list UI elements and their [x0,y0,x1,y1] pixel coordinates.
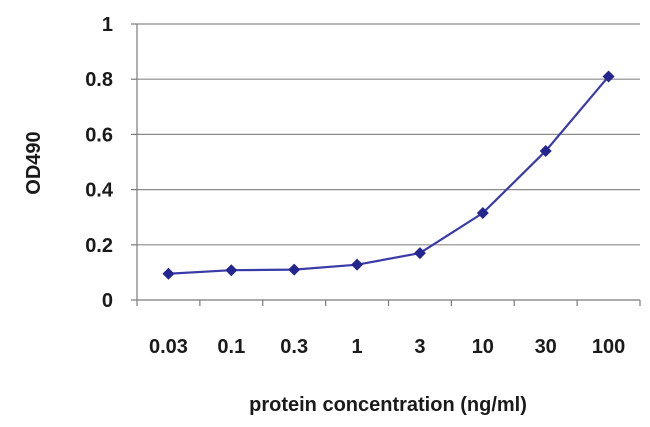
data-point [476,207,489,220]
x-axis-title: protein concentration (ng/ml) [249,394,527,416]
series [162,70,615,280]
data-point [162,267,175,280]
x-tick-label: 10 [472,336,494,358]
x-tick-label: 3 [414,336,425,358]
x-tick-label: 0.03 [149,336,188,358]
data-point [351,258,364,271]
series-line [168,75,610,275]
y-tick-label: 0 [102,290,113,312]
y-tick-label: 0.6 [85,124,113,146]
data-point [288,263,301,276]
gridlines [137,23,640,246]
data-point [413,247,426,260]
x-tick-label: 0.1 [217,336,245,358]
x-tick-label: 100 [592,336,625,358]
x-tick-label: 30 [535,336,557,358]
y-tick-label: 0.8 [85,69,113,91]
x-ticks: 0.03 0.1 0.3 1 3 10 30 100 [136,300,641,358]
y-ticks: 0 0.2 0.4 0.6 0.8 1 [85,14,137,312]
x-tick-label: 0.3 [280,336,308,358]
y-tick-label: 0.4 [85,180,114,202]
y-tick-label: 1 [102,14,113,36]
data-point [602,70,615,83]
data-point [225,264,238,277]
data-point [539,144,552,157]
x-tick-label: 1 [352,336,363,358]
y-axis-title: OD490 [23,131,45,194]
y-tick-label: 0.2 [85,235,113,257]
